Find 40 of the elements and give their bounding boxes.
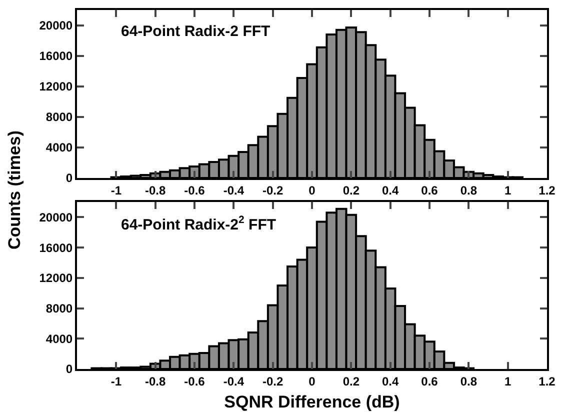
x-tick-label: 0: [308, 183, 316, 198]
x-tick-label: 1.2: [538, 183, 556, 198]
x-axis-title: SQNR Difference (dB): [224, 392, 400, 412]
x-tick-label: 1: [504, 374, 512, 388]
y-tick-label: 16000: [39, 49, 73, 64]
y-tick-label: 12000: [39, 80, 73, 94]
x-tick-label: 0.8: [460, 183, 478, 198]
x-tick-label: 0: [308, 374, 316, 388]
x-tick-label: 1.2: [538, 374, 556, 388]
y-tick-label: 4000: [46, 332, 73, 346]
x-tick-label: 0.6: [421, 374, 438, 388]
y-tick-label: 16000: [39, 240, 73, 255]
y-tick-label: 20000: [39, 210, 73, 224]
x-tick-label: 0.2: [342, 183, 360, 198]
x-tick-label: -1: [110, 374, 122, 388]
x-tick-label: -0.8: [144, 374, 166, 388]
x-tick-label: 0.2: [342, 374, 360, 388]
y-tick-label: 4000: [46, 140, 73, 155]
x-tick-label: -1: [110, 183, 122, 198]
x-tick-label: -0.2: [262, 374, 284, 388]
y-tick-label: 20000: [39, 18, 73, 32]
x-tick-label: -0.4: [223, 183, 244, 198]
annotation: 64-Point Radix-2 FFT: [121, 23, 270, 40]
y-tick-label: 0: [66, 171, 73, 186]
y-tick-label: 8000: [46, 301, 73, 316]
x-tick-label: -0.2: [262, 183, 284, 198]
y-tick-label: 8000: [46, 110, 73, 124]
x-tick-label: -0.6: [184, 183, 206, 198]
x-tick-label: 1: [504, 183, 512, 198]
x-tick-label: -0.4: [223, 374, 244, 388]
y-tick-label: 12000: [39, 271, 73, 286]
x-tick-label: 0.8: [460, 374, 478, 388]
x-tick-label: 0.4: [382, 374, 399, 388]
x-tick-label: 0.6: [421, 183, 438, 198]
y-tick-label: 0: [66, 362, 73, 376]
x-tick-label: -0.6: [184, 374, 206, 388]
x-tick-label: 0.4: [382, 183, 399, 198]
annotation: 64-Point Radix-2$^{2}$ FFT: [121, 214, 276, 234]
y-axis-title: Counts (times): [5, 130, 25, 250]
x-tick-label: -0.8: [144, 183, 166, 198]
